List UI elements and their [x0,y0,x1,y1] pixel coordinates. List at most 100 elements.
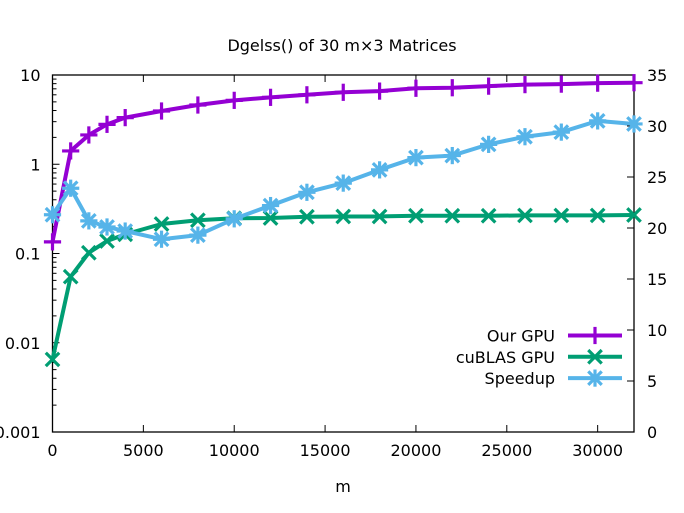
data-point-speedup [334,174,352,192]
data-point-cublas-gpu-stroke [99,233,115,249]
data-point-our-gpu [443,79,461,97]
data-point-speedup [189,226,207,244]
x-tick-label: 25000 [481,441,532,460]
x-tick-label: 15000 [300,441,351,460]
data-point-speedup [261,196,280,215]
data-point-speedup-stroke [62,180,79,197]
data-point-cublas-gpu-stroke [190,212,206,229]
data-point-speedup-stroke [153,231,170,248]
data-point-speedup [589,112,607,130]
data-point-speedup-stroke [44,206,61,223]
data-point-cublas-gpu-stroke [444,207,461,224]
data-point-cublas-gpu [99,233,115,249]
y-tick-label: 1 [30,155,40,174]
data-point-speedup-stroke [444,147,461,164]
data-point-speedup-stroke [335,175,352,191]
data-point-our-gpu [152,102,171,120]
data-point-our-gpu [80,126,98,144]
data-point-cublas-gpu-stroke [371,208,388,225]
data-point-cublas-gpu-stroke [589,207,606,224]
y2-tick-label: 5 [647,372,657,391]
data-point-cublas-gpu-stroke [480,207,497,224]
data-point-cublas-gpu [190,212,206,229]
y-tick-label: 0.001 [0,423,41,442]
data-point-cublas-gpu [626,207,642,223]
data-point-speedup-stroke [80,212,97,229]
legend-marker-stroke [587,370,603,386]
data-point-speedup [552,123,570,141]
data-point-cublas-gpu [262,210,279,226]
x-tick-label: 0 [47,441,57,460]
y-tick-label: 0.01 [5,334,41,353]
data-point-cublas-gpu [480,207,497,224]
data-point-cublas-gpu-stroke [299,208,315,225]
series-speedup [43,112,643,248]
data-point-speedup [516,128,534,146]
legend-marker [586,326,604,345]
legend-marker [586,369,604,387]
chart-title: Dgelss() of 30 m×3 Matrices [227,36,456,55]
axes: 0 5000 10000 15000 20000 25000 30000 0.001 0.01 0… [0,66,667,460]
data-point-our-gpu [225,91,243,109]
data-point-speedup [62,179,80,197]
legend-marker-stroke [587,348,603,365]
data-point-cublas-gpu [335,208,352,225]
data-point-speedup-stroke [626,116,642,132]
data-point-our-gpu [298,86,316,104]
data-point-speedup-stroke [99,219,115,235]
y-tick-label: 10 [20,66,40,85]
x-tick-label: 5000 [123,441,164,460]
data-point-cublas-gpu-stroke [517,207,533,224]
data-point-speedup-stroke [299,184,315,201]
legend-item-our-gpu: Our GPU [487,327,622,346]
data-point-speedup-stroke [517,128,533,145]
data-point-our-gpu [43,233,62,251]
data-point-cublas-gpu [80,244,97,261]
data-point-cublas-gpu [589,207,606,224]
data-point-cublas-gpu [444,207,461,224]
data-point-our-gpu [62,142,80,160]
legend: Our GPU cuBLAS GPU Speedup [456,327,622,388]
data-point-cublas-gpu-stroke [408,207,424,224]
y2-tick-label: 0 [647,423,657,442]
data-point-our-gpu [370,82,389,100]
legend-label: Our GPU [487,327,555,346]
x-axis-label: m [335,477,351,496]
data-point-speedup-stroke [371,161,388,178]
data-point-speedup-stroke [190,227,206,244]
data-point-cublas-gpu-stroke [262,210,279,226]
data-point-cublas-gpu [44,351,61,368]
data-point-our-gpu [261,88,280,106]
data-point-cublas-gpu [299,208,315,225]
data-point-cublas-gpu-stroke [335,208,352,225]
y2-tick-label: 15 [647,270,667,289]
data-point-cublas-gpu [153,216,170,232]
data-point-cublas-gpu-stroke [153,216,170,232]
data-point-cublas-gpu-stroke [80,244,97,261]
data-point-speedup-stroke [553,124,570,140]
data-point-our-gpu [407,79,425,97]
data-point-speedup [225,210,243,228]
data-point-speedup [407,149,425,167]
data-point-speedup-stroke [408,149,424,166]
data-point-speedup-stroke [480,136,497,153]
data-point-our-gpu [480,77,498,95]
y2-tick-label: 35 [647,66,667,85]
data-point-speedup [370,161,389,179]
data-point-speedup [625,115,643,133]
data-point-cublas-gpu [553,207,570,224]
legend-marker [587,348,603,365]
data-point-speedup-stroke [226,210,243,227]
y2-tick-label: 25 [647,168,667,187]
data-point-speedup-stroke [117,223,134,239]
data-point-cublas-gpu [62,268,79,285]
data-point-speedup [43,206,62,224]
data-point-our-gpu [98,115,116,133]
x-tick-label: 20000 [390,441,441,460]
x-tick-label: 10000 [209,441,260,460]
data-point-our-gpu [516,76,534,94]
data-point-cublas-gpu-stroke [62,268,79,285]
y2-tick-label: 20 [647,219,667,238]
data-point-cublas-gpu-stroke [44,351,61,368]
